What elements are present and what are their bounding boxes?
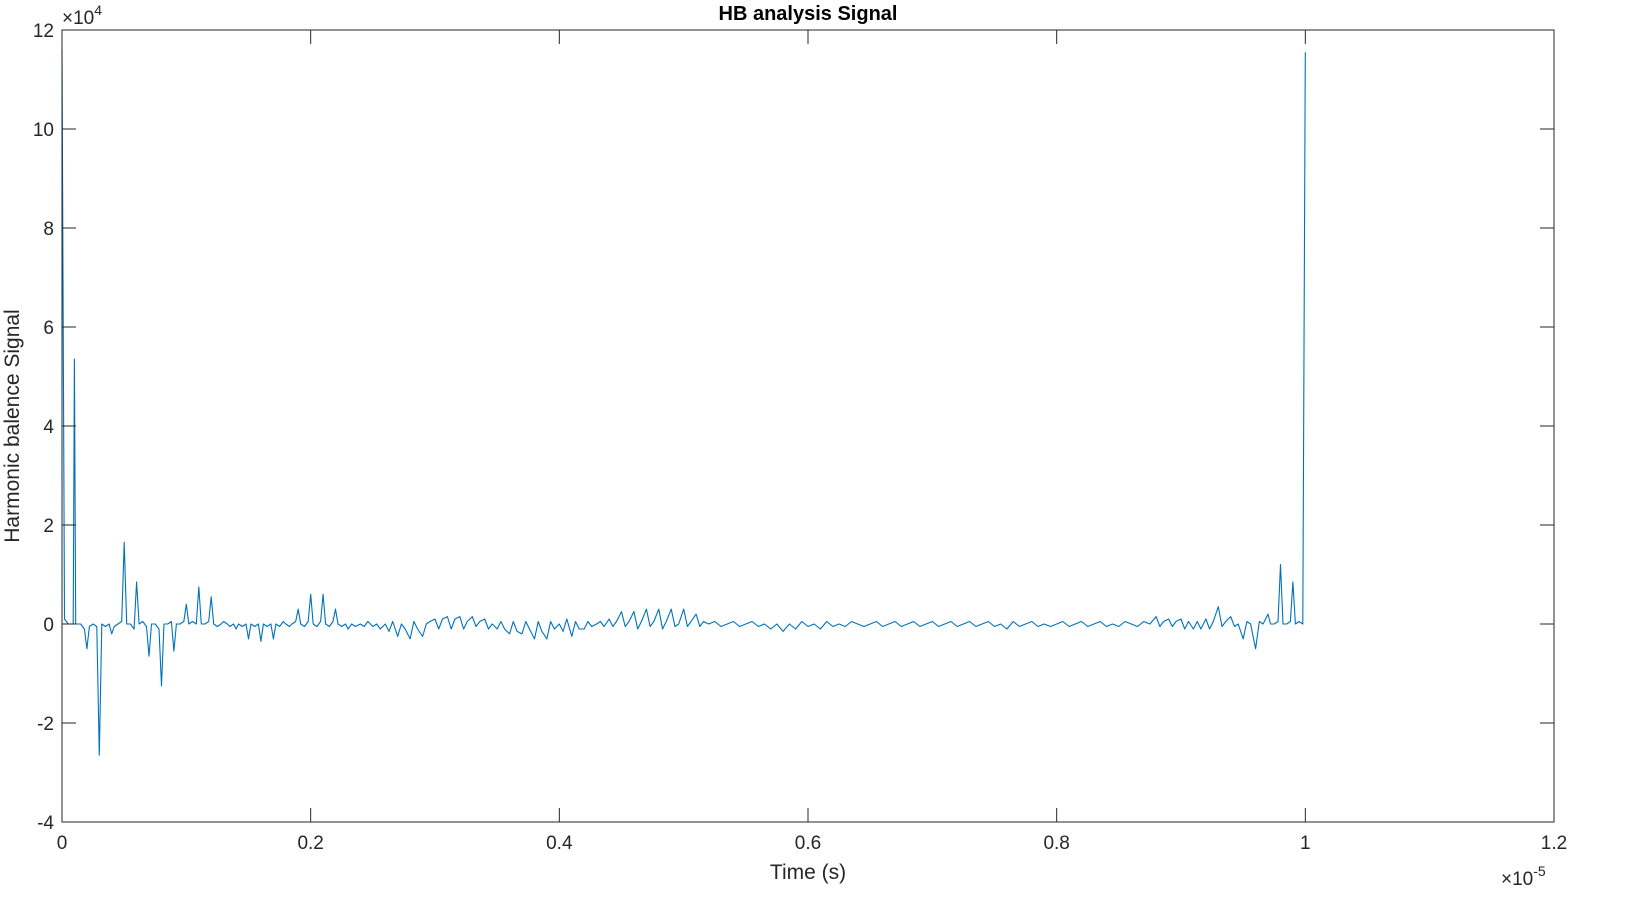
tick-layer: 0 0.2 0.4 0.6 0.8 1 1.2 -4 -2 0 2 4 6 8 10 12 xyxy=(33,21,1567,854)
y-tick-label: 10 xyxy=(33,120,54,141)
x-axis-exponent-label: ×10-5 xyxy=(1501,863,1546,890)
x-tick-label: 0.4 xyxy=(546,833,573,854)
x-tick-label: 0 xyxy=(57,833,68,854)
y-axis-title: Harmonic balence Signal xyxy=(1,309,24,542)
x-tick-label: 0.2 xyxy=(297,833,323,854)
x-tick-label: 0.8 xyxy=(1043,833,1069,854)
y-tick-label: 12 xyxy=(33,21,54,42)
y-tick-label: -2 xyxy=(37,714,54,735)
y-axis-exponent-label: ×104 xyxy=(62,2,102,29)
y-tick-label: 4 xyxy=(43,417,54,438)
x-tick-label: 1 xyxy=(1300,833,1311,854)
y-tick-label: 8 xyxy=(43,219,54,240)
x-tick-label: 1.2 xyxy=(1541,833,1567,854)
series-line xyxy=(61,49,1306,756)
y-tick-label: -4 xyxy=(37,813,54,834)
x-tick-label: 0.6 xyxy=(795,833,821,854)
plot-area-box xyxy=(61,29,1555,823)
y-tick-label: 0 xyxy=(43,615,54,636)
y-tick-label: 2 xyxy=(43,516,54,537)
chart-title: HB analysis Signal xyxy=(719,3,898,25)
y-tick-label: 6 xyxy=(43,318,54,339)
x-axis-title: Time (s) xyxy=(770,861,846,884)
series-line-layer xyxy=(61,49,1306,756)
